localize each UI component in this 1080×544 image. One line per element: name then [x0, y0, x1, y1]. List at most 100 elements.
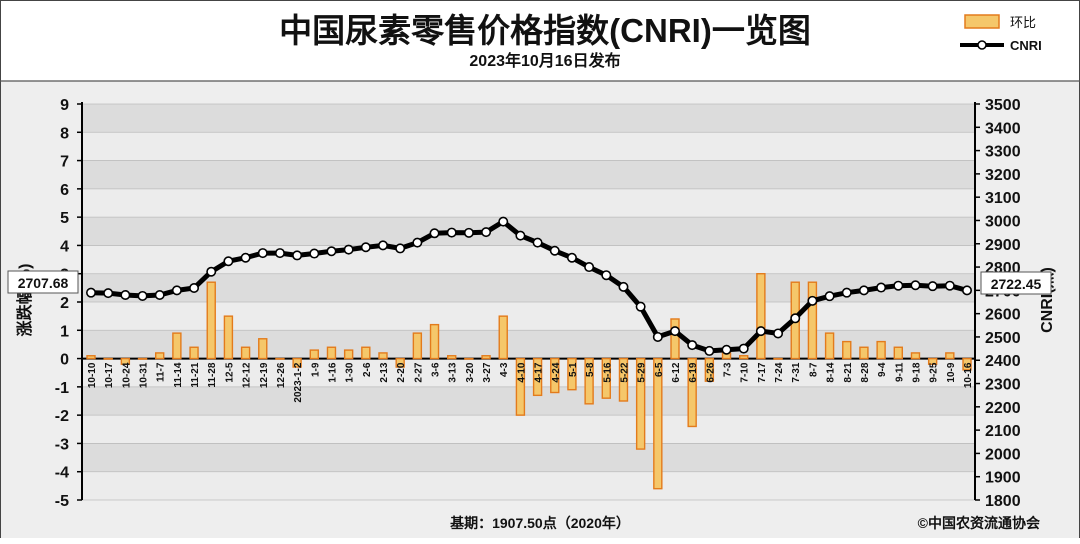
x-tick-label: 10-31: [139, 362, 150, 388]
x-tick-label: 2-20: [396, 362, 407, 382]
x-tick-label: 10-16: [963, 362, 974, 388]
x-tick-label: 5-1: [568, 362, 579, 377]
plot-band: [82, 188, 975, 218]
x-tick-label: 6-26: [705, 362, 716, 382]
x-tick-label: 9-25: [929, 362, 940, 382]
cnri-point: [240, 252, 251, 263]
bar-huanbi: [670, 318, 680, 360]
cnri-point: [515, 230, 526, 241]
x-tick-label: 6-5: [654, 362, 665, 377]
legend-bar-label: 环比: [1010, 15, 1036, 30]
x-tick-label: 6-12: [671, 362, 682, 382]
cnri-point: [377, 240, 388, 251]
bar-huanbi: [137, 357, 148, 360]
legend-line-label: CNRI: [1010, 38, 1042, 53]
bar-huanbi: [206, 281, 216, 360]
left-tick-label: -5: [55, 493, 69, 510]
x-tick-label: 4-10: [516, 362, 527, 382]
bar-huanbi: [292, 357, 302, 368]
cnri-point: [807, 295, 818, 306]
x-tick-label: 7-24: [774, 362, 785, 382]
bar-huanbi: [739, 355, 749, 360]
cnri-point: [343, 244, 354, 255]
x-tick-label: 9-11: [894, 362, 905, 382]
cnri-point: [790, 313, 801, 324]
x-tick-label: 10-9: [946, 362, 957, 382]
plot-band: [82, 386, 975, 416]
bar-huanbi: [927, 357, 938, 365]
plot-band: [82, 132, 975, 161]
x-tick-label: 11-28: [207, 362, 218, 387]
bar-huanbi: [223, 315, 234, 360]
left-tick-label: 0: [60, 352, 69, 369]
right-callout-box: [980, 271, 1052, 295]
x-tick-label: 5-8: [585, 362, 596, 377]
cnri-point: [274, 248, 285, 259]
cnri-point: [961, 285, 972, 296]
cnri-point: [120, 290, 131, 301]
bar-huanbi: [240, 346, 251, 360]
legend: 环比 CNRI: [960, 14, 1042, 53]
right-tick-label: 3500: [985, 97, 1021, 114]
bar-huanbi: [120, 357, 131, 365]
bar-huanbi: [756, 273, 766, 360]
cnri-point: [360, 242, 371, 253]
cnri-point: [481, 227, 492, 238]
bar-huanbi: [687, 357, 697, 428]
cnri-point: [292, 250, 303, 261]
x-tick-label: 5-22: [619, 362, 630, 382]
plot-bands: [82, 104, 975, 500]
bar-huanbi: [447, 355, 457, 360]
right-tick-label: 2500: [985, 330, 1021, 347]
x-tick-label: 7-10: [740, 362, 751, 382]
x-tick-label: 12-26: [276, 362, 287, 388]
line-series-cnri: [86, 216, 972, 356]
bar-huanbi: [584, 357, 594, 405]
x-tick-label: 11-7: [156, 362, 167, 382]
x-tick-label: 4-24: [551, 362, 562, 382]
right-tick-label: 2400: [985, 353, 1021, 370]
cnri-point: [566, 252, 577, 263]
cnri-point: [910, 280, 921, 291]
x-tick-label: 1-9: [310, 362, 321, 377]
x-tick-label: 11-14: [173, 362, 184, 387]
cnri-point: [927, 281, 938, 292]
cnri-point: [429, 228, 440, 239]
cnri-point: [738, 343, 749, 354]
cnri-point: [773, 328, 784, 339]
bar-huanbi: [481, 355, 491, 360]
bar-huanbi: [704, 357, 715, 382]
plot-band: [82, 302, 975, 331]
cnri-point: [669, 326, 680, 337]
cnri-point: [103, 288, 114, 299]
bar-huanbi: [653, 357, 663, 490]
right-tick-label: 3200: [985, 167, 1021, 184]
x-tick-label: 7-17: [757, 362, 768, 382]
x-tick-label: 8-14: [826, 362, 837, 382]
left-tick-label: -4: [55, 465, 69, 482]
bar-huanbi: [532, 357, 543, 397]
cnri-point: [635, 301, 646, 312]
bar-huanbi: [395, 357, 405, 368]
left-tick-label: 5: [60, 210, 69, 227]
x-tick-label: 1-16: [327, 362, 338, 382]
cnri-point: [876, 282, 887, 293]
plot-band: [82, 471, 975, 500]
cnri-point: [652, 331, 663, 342]
x-tick-label: 9-18: [911, 362, 922, 382]
cnri-point: [755, 326, 766, 337]
left-tick-label: 9: [60, 97, 69, 114]
bar-huanbi: [412, 332, 423, 360]
copyright-note: ©中国农资流通协会: [918, 515, 1041, 531]
cnri-line: [90, 219, 968, 354]
x-tick-label: 11-21: [190, 362, 201, 387]
x-tick-label: 12-12: [242, 362, 253, 388]
bar-huanbi: [326, 346, 337, 360]
cnri-point: [446, 227, 457, 238]
bar-huanbi: [343, 349, 354, 360]
bar-huanbi: [773, 357, 783, 360]
left-tick-label: 6: [60, 182, 69, 199]
bar-huanbi: [601, 357, 611, 399]
cnri-point: [858, 285, 869, 296]
x-tick-label: 6-19: [688, 362, 699, 382]
